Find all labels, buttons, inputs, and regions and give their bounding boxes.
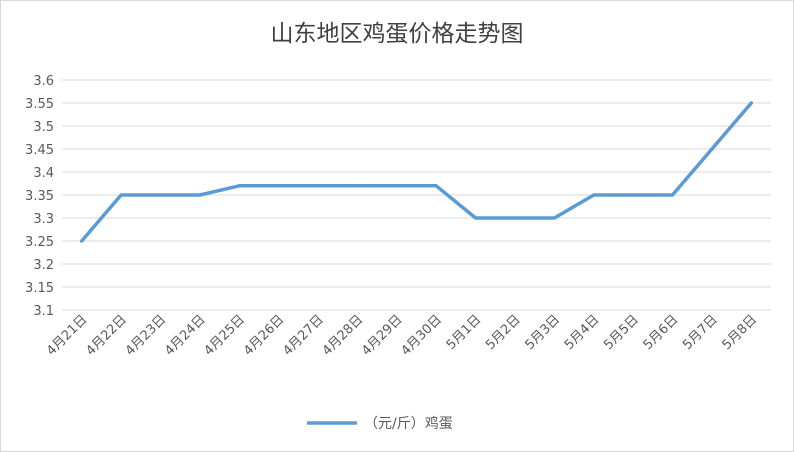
x-tick-label: 4月22日 [83,312,130,359]
data-point [80,239,84,243]
x-tick-label: 5月6日 [641,312,682,353]
data-point [592,193,596,197]
legend: （元/斤）鸡蛋 [307,415,453,432]
data-point [552,216,556,220]
y-tick-label: 3.35 [25,189,54,204]
data-point [355,184,359,188]
x-tick-label: 4月27日 [280,312,327,359]
y-tick-label: 3.25 [25,235,54,250]
x-tick-label: 5月8日 [719,312,760,353]
series-group [79,101,754,243]
data-point [671,193,675,197]
data-point [434,184,438,188]
y-tick-label: 3.55 [25,97,54,112]
data-point [316,184,320,188]
y-tick-label: 3.5 [33,120,54,135]
x-tick-label: 5月7日 [680,312,721,353]
data-point [158,193,162,197]
x-tick-label: 5月3日 [522,312,563,353]
data-point [710,147,714,151]
y-tick-label: 3.3 [33,212,54,227]
data-point [277,184,281,188]
y-tick-label: 3.15 [25,281,54,296]
data-point [513,216,517,220]
data-point [474,216,478,220]
x-tick-label: 5月4日 [562,312,603,353]
y-tick-label: 3.1 [33,304,54,319]
x-tick-label: 4月21日 [44,312,91,359]
y-tick-label: 3.4 [33,166,54,181]
x-tick-label: 4月30日 [398,312,445,359]
data-point [237,184,241,188]
data-point [119,193,123,197]
series-line [79,101,754,243]
x-tick-label: 5月5日 [601,312,642,353]
chart-title: 山东地区鸡蛋价格走势图 [270,21,524,47]
x-tick-label: 4月24日 [162,312,209,359]
data-point [631,193,635,197]
data-point [198,193,202,197]
x-tick-label: 4月23日 [123,312,170,359]
x-axis-ticks: 4月21日4月22日4月23日4月24日4月25日4月26日4月27日4月28日… [44,312,760,359]
data-point [395,184,399,188]
y-tick-label: 3.2 [33,258,54,273]
x-tick-label: 5月1日 [444,312,485,353]
x-tick-label: 4月28日 [320,312,367,359]
x-tick-label: 5月2日 [483,312,524,353]
x-tick-label: 4月26日 [241,312,288,359]
y-tick-label: 3.45 [25,143,54,158]
legend-label: （元/斤）鸡蛋 [364,415,453,432]
data-point [749,101,753,105]
y-axis-ticks: 3.1 3.15 3.2 3.25 3.3 3.35 3.4 3.45 3.5 3.55 3.6 [25,74,54,319]
x-tick-label: 4月25日 [202,312,249,359]
y-tick-label: 3.6 [33,74,54,89]
x-tick-label: 4月29日 [359,312,406,359]
